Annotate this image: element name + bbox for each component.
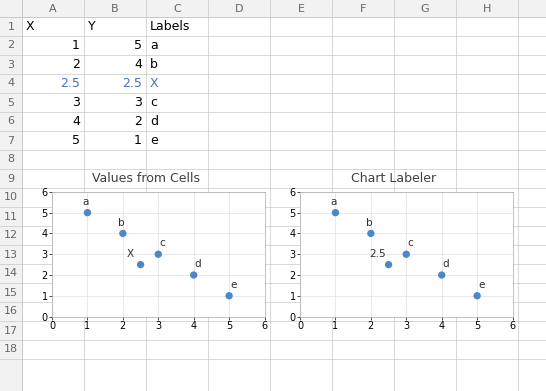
Bar — [0, 0, 22, 391]
Text: c: c — [150, 96, 157, 109]
Text: 2.5: 2.5 — [122, 77, 142, 90]
Text: 2: 2 — [134, 115, 142, 128]
Text: 2.5: 2.5 — [60, 77, 80, 90]
Text: 1: 1 — [8, 22, 15, 32]
Text: Labels: Labels — [150, 20, 191, 33]
Text: 16: 16 — [4, 307, 18, 316]
Text: 6: 6 — [8, 117, 15, 127]
Text: Y: Y — [88, 20, 96, 33]
Point — [473, 292, 482, 299]
Text: d: d — [443, 259, 449, 269]
Text: 3: 3 — [8, 59, 15, 70]
Point — [154, 251, 163, 257]
Text: 5: 5 — [72, 134, 80, 147]
Text: X: X — [26, 20, 34, 33]
Text: C: C — [173, 4, 181, 14]
Text: b: b — [366, 218, 372, 228]
Text: E: E — [298, 4, 305, 14]
Text: D: D — [235, 4, 244, 14]
Text: 4: 4 — [134, 58, 142, 71]
Text: 15: 15 — [4, 287, 18, 298]
Text: 7: 7 — [8, 136, 15, 145]
Text: e: e — [478, 280, 484, 290]
Text: A: A — [49, 4, 57, 14]
Text: X: X — [127, 249, 134, 259]
Text: B: B — [111, 4, 119, 14]
Text: H: H — [483, 4, 491, 14]
Text: 13: 13 — [4, 249, 18, 260]
Text: 18: 18 — [4, 344, 18, 355]
Text: e: e — [230, 280, 236, 290]
Point — [384, 262, 393, 268]
Point — [331, 210, 340, 216]
Text: 2: 2 — [72, 58, 80, 71]
Text: 3: 3 — [134, 96, 142, 109]
Text: 17: 17 — [4, 325, 18, 335]
Text: 4: 4 — [8, 79, 15, 88]
Text: 2: 2 — [8, 41, 15, 50]
Text: F: F — [360, 4, 366, 14]
Text: d: d — [150, 115, 158, 128]
Text: a: a — [150, 39, 158, 52]
Point — [402, 251, 411, 257]
Text: 11: 11 — [4, 212, 18, 221]
Text: Chart Labeler: Chart Labeler — [352, 172, 437, 185]
Text: e: e — [150, 134, 158, 147]
Point — [437, 272, 446, 278]
Text: b: b — [150, 58, 158, 71]
Text: 1: 1 — [72, 39, 80, 52]
Text: 12: 12 — [4, 231, 18, 240]
Text: Values from Cells: Values from Cells — [92, 172, 200, 185]
Text: 3: 3 — [72, 96, 80, 109]
Point — [118, 230, 127, 237]
Point — [225, 292, 234, 299]
Text: c: c — [408, 239, 413, 248]
Point — [366, 230, 375, 237]
Point — [189, 272, 198, 278]
Text: X: X — [150, 77, 159, 90]
Text: 5: 5 — [134, 39, 142, 52]
Point — [136, 262, 145, 268]
Text: G: G — [420, 4, 429, 14]
Text: b: b — [118, 218, 124, 228]
Text: 8: 8 — [8, 154, 15, 165]
Text: 10: 10 — [4, 192, 18, 203]
Text: a: a — [330, 197, 337, 207]
Text: 1: 1 — [134, 134, 142, 147]
Text: 2.5: 2.5 — [369, 249, 385, 259]
Text: 9: 9 — [8, 174, 15, 183]
Point — [83, 210, 92, 216]
Bar — [0, 0, 546, 17]
Text: c: c — [159, 239, 165, 248]
Text: a: a — [82, 197, 89, 207]
Text: 5: 5 — [8, 97, 15, 108]
Text: d: d — [194, 259, 201, 269]
Text: 4: 4 — [72, 115, 80, 128]
Text: 14: 14 — [4, 269, 18, 278]
